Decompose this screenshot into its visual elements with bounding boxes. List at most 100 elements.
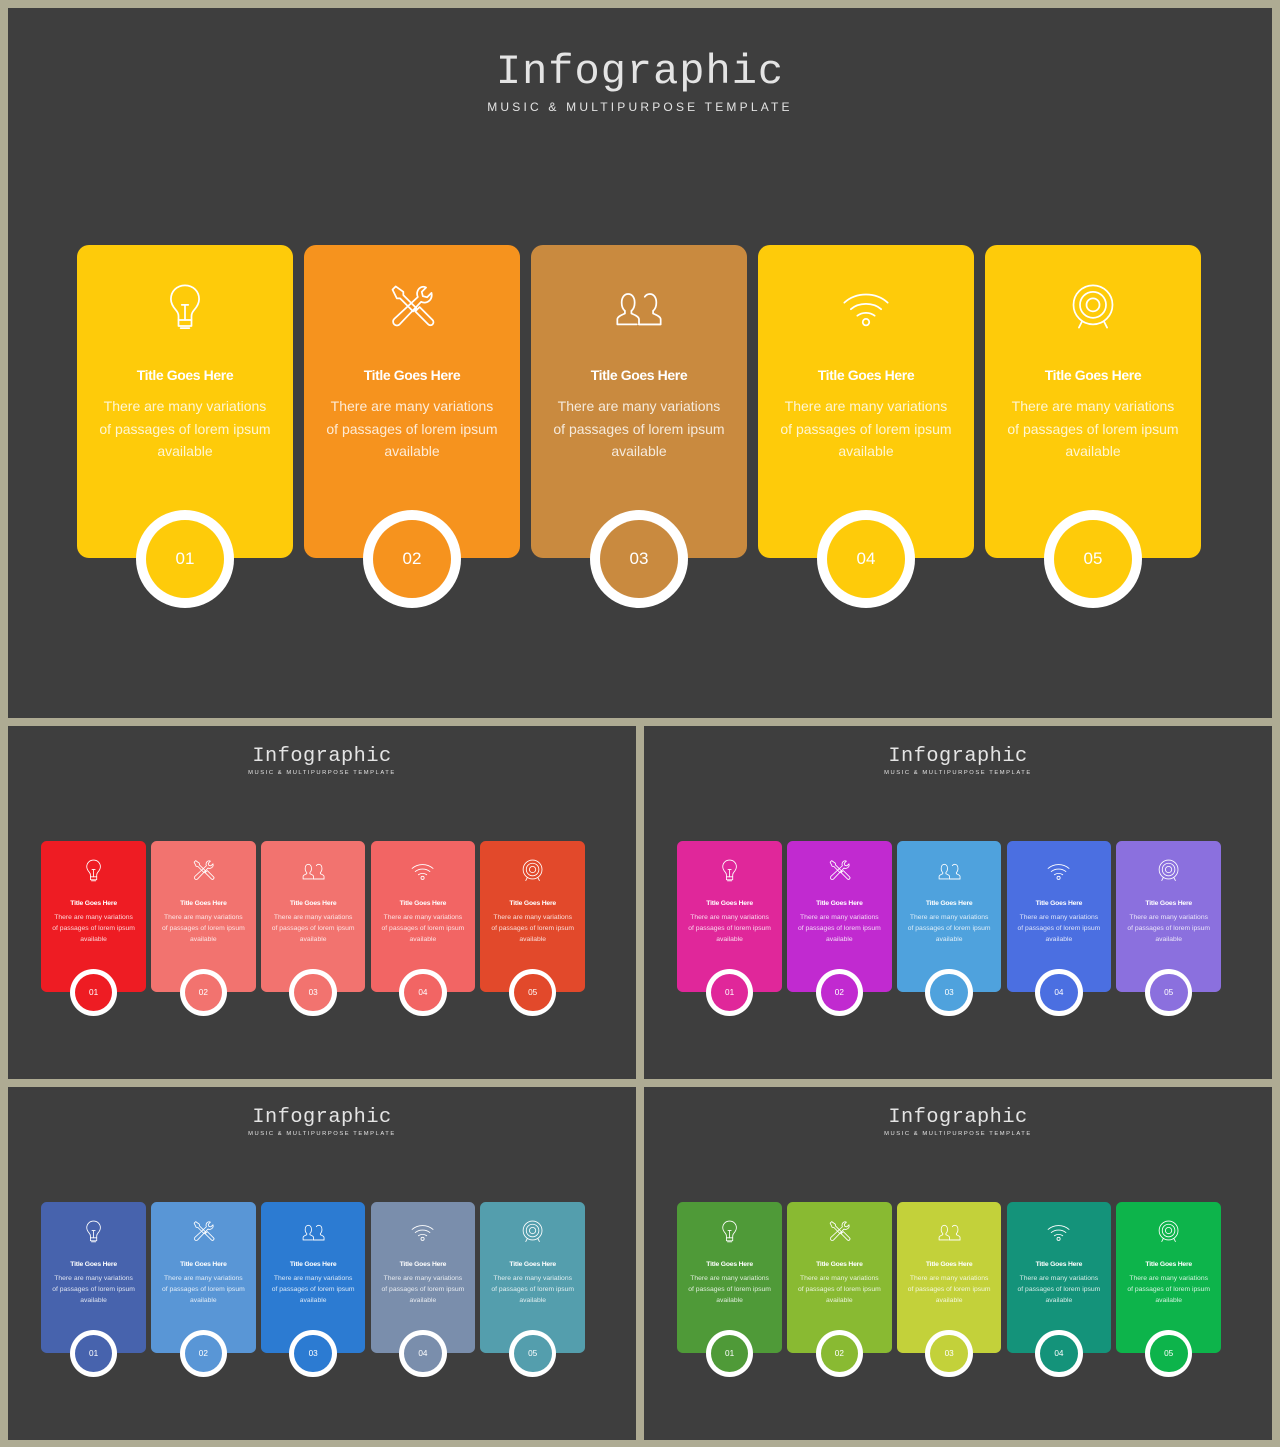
slide-subtitle: MUSIC & MULTIPURPOSE TEMPLATE [248, 770, 396, 777]
target-icon [480, 1219, 584, 1246]
card-background [480, 840, 585, 992]
card-background [480, 1201, 585, 1353]
step-card-01: Title Goes Here There are many variations… [41, 1201, 146, 1378]
step-card-04: Title Goes Here There are many variations… [370, 840, 476, 1017]
card-description: There are many variations of passages of… [52, 914, 135, 943]
step-number-badge: 02 [179, 1329, 228, 1378]
slide-title: Infographic [252, 1106, 392, 1130]
lightbulb-icon [677, 858, 781, 885]
step-number-badge: 03 [590, 510, 688, 608]
step-number-badge: 03 [925, 968, 973, 1017]
card-description: There are many variations of passages of… [688, 914, 771, 943]
step-number-badge: 01 [136, 510, 234, 608]
step-number: 05 [1149, 973, 1188, 1012]
step-number: 03 [294, 1334, 332, 1373]
card-description: There are many variations of passages of… [326, 398, 498, 459]
card-description: There are many variations of passages of… [271, 914, 355, 943]
wifi-icon [1007, 1219, 1111, 1246]
lightbulb-icon [41, 858, 145, 885]
step-number: 04 [827, 520, 905, 598]
card-background [41, 840, 146, 992]
step-number: 02 [184, 1334, 223, 1373]
card-description: There are many variations of passages of… [381, 914, 465, 943]
step-number: 04 [1040, 973, 1078, 1012]
card-description: There are many variations of passages of… [907, 1275, 991, 1304]
slide-subtitle: MUSIC & MULTIPURPOSE TEMPLATE [884, 1131, 1032, 1138]
card-description: There are many variations of passages of… [1007, 398, 1179, 459]
step-number-badge: 01 [69, 968, 118, 1017]
tools-icon [304, 281, 520, 337]
slide-title: Infographic [252, 745, 392, 769]
card-background [1006, 1201, 1112, 1353]
step-card-02: Title Goes Here There are many variations… [151, 1201, 256, 1378]
step-number: 01 [74, 1334, 113, 1373]
card-background [677, 840, 782, 992]
card-title: Title Goes Here [816, 1260, 863, 1268]
card-description: There are many variations of passages of… [491, 1275, 575, 1304]
step-number-badge: 03 [289, 1329, 337, 1378]
users-icon [261, 1219, 365, 1246]
card-background [787, 1201, 892, 1353]
wifi-icon [371, 858, 475, 885]
step-card-04: Title Goes Here There are many variations… [758, 245, 974, 608]
card-title: Title Goes Here [706, 899, 753, 907]
step-card-03: Title Goes Here There are many variations… [531, 245, 747, 608]
tools-icon [151, 1219, 255, 1246]
step-number-badge: 05 [1145, 1329, 1193, 1378]
step-number: 01 [710, 1334, 749, 1373]
step-number: 03 [930, 973, 968, 1012]
card-title: Title Goes Here [399, 1260, 447, 1268]
step-number-badge: 02 [363, 510, 461, 608]
card-background [370, 840, 476, 992]
card-background [151, 840, 256, 992]
users-icon [531, 281, 747, 337]
step-number: 02 [184, 973, 223, 1012]
card-description: There are many variations of passages of… [1127, 914, 1211, 943]
step-number: 02 [820, 1334, 859, 1373]
tools-icon [787, 1219, 891, 1246]
card-description: There are many variations of passages of… [52, 1275, 135, 1304]
users-icon [261, 858, 365, 885]
step-card-05: Title Goes Here There are many variations… [985, 245, 1201, 608]
card-title: Title Goes Here [1035, 899, 1083, 907]
card-description: There are many variations of passages of… [381, 1275, 465, 1304]
card-background [896, 1201, 1002, 1353]
card-title: Title Goes Here [590, 367, 688, 383]
tools-icon [787, 858, 891, 885]
slide-subtitle: MUSIC & MULTIPURPOSE TEMPLATE [884, 770, 1032, 777]
card-title: Title Goes Here [1145, 1260, 1192, 1268]
step-number-badge: 05 [509, 1329, 557, 1378]
step-card-05: Title Goes Here There are many variations… [480, 840, 585, 1017]
thumbnail-slide-4: Infographic MUSIC & MULTIPURPOSE TEMPLATE… [644, 1087, 1272, 1440]
step-card-04: Title Goes Here There are many variations… [370, 1201, 476, 1378]
card-title: Title Goes Here [1145, 899, 1192, 907]
thumbnail-slide-2: Infographic MUSIC & MULTIPURPOSE TEMPLATE… [644, 726, 1272, 1079]
card-title: Title Goes Here [70, 1260, 117, 1268]
card-description: There are many variations of passages of… [688, 1275, 771, 1304]
card-background [260, 1201, 366, 1353]
thumbnail-slide-3: Infographic MUSIC & MULTIPURPOSE TEMPLATE… [8, 1087, 636, 1440]
step-card-01: Title Goes Here There are many variations… [677, 1201, 782, 1378]
step-number-badge: 05 [1044, 510, 1142, 608]
card-background [260, 840, 366, 992]
card-background [758, 245, 974, 558]
card-title: Title Goes Here [817, 367, 915, 383]
card-description: There are many variations of passages of… [161, 1275, 245, 1304]
slide-title: Infographic [888, 1106, 1028, 1130]
step-card-03: Title Goes Here There are many variations… [260, 840, 366, 1017]
step-card-01: Title Goes Here There are many variations… [77, 245, 293, 608]
card-description: There are many variations of passages of… [271, 1275, 355, 1304]
step-number: 03 [294, 973, 332, 1012]
card-background [77, 245, 293, 558]
target-icon [480, 858, 584, 885]
target-icon [985, 281, 1201, 337]
slide-title: Infographic [495, 48, 785, 96]
step-number-badge: 04 [399, 1329, 447, 1378]
card-title: Title Goes Here [925, 1260, 973, 1268]
step-card-05: Title Goes Here There are many variations… [1116, 1201, 1221, 1378]
step-number: 03 [600, 520, 678, 598]
card-title: Title Goes Here [1035, 1260, 1083, 1268]
card-title: Title Goes Here [509, 1260, 556, 1268]
step-number: 04 [404, 973, 442, 1012]
step-card-03: Title Goes Here There are many variations… [260, 1201, 366, 1378]
